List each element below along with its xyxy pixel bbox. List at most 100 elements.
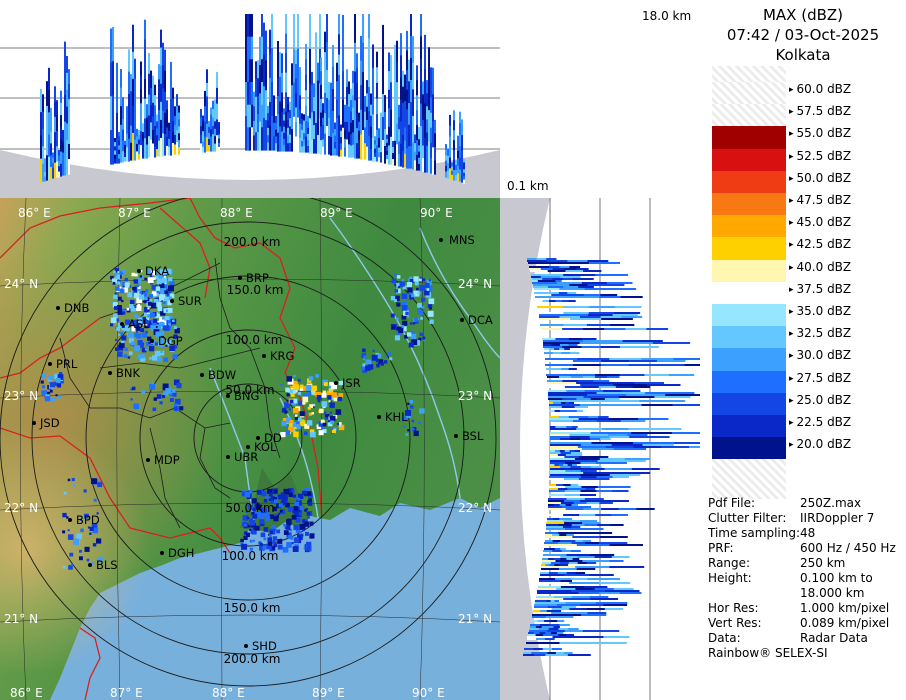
echo-pixel: [398, 327, 404, 334]
profile-echo: [293, 48, 295, 84]
profile-echo: [588, 574, 614, 576]
profile-echo: [162, 88, 164, 112]
profile-echo: [564, 348, 570, 350]
profile-echo: [549, 402, 554, 404]
profile-echo: [166, 100, 168, 110]
profile-echo: [644, 374, 670, 376]
legend-swatch: [712, 437, 786, 460]
profile-echo: [257, 132, 259, 151]
range-ring: [85, 275, 411, 601]
profile-echo: [263, 86, 265, 119]
profile-echo: [532, 616, 547, 618]
profile-echo: [404, 74, 406, 89]
profile-echo: [568, 300, 576, 302]
profile-echo: [605, 446, 634, 448]
profile-echo: [356, 68, 358, 84]
profile-echo: [285, 14, 287, 35]
profile-echo: [214, 99, 216, 108]
profile-echo: [536, 300, 544, 302]
echo-pixel: [150, 312, 156, 318]
profile-echo: [547, 626, 555, 628]
echo-pixel: [291, 514, 297, 520]
range-label: 100.0 km: [222, 549, 279, 563]
city-label: MDP: [154, 453, 180, 467]
echo-pixel: [259, 544, 265, 551]
echo-pixel: [427, 310, 434, 317]
echo-pixel: [145, 341, 151, 347]
profile-echo: [600, 346, 621, 348]
profile-echo: [255, 79, 257, 98]
echo-pixel: [289, 399, 294, 404]
profile-echo: [245, 116, 247, 151]
echo-pixel: [405, 311, 409, 316]
echo-pixel: [265, 495, 269, 499]
profile-echo: [301, 118, 303, 125]
echo-pixel: [155, 286, 161, 291]
echo-pixel: [410, 322, 412, 325]
profile-echo: [328, 136, 330, 155]
echo-pixel: [165, 344, 168, 347]
profile-echo: [398, 129, 400, 143]
profile-echo: [406, 70, 408, 91]
profile-echo: [596, 490, 613, 492]
profile-echo: [334, 142, 336, 150]
echo-pixel: [96, 538, 102, 544]
right-earth-curve: [500, 198, 550, 700]
profile-echo: [552, 278, 564, 280]
profile-echo: [598, 386, 617, 388]
range-label: 50.0 km: [225, 501, 274, 515]
profile-echo: [62, 163, 64, 176]
bottom-height-label: 0.1 km: [507, 179, 549, 193]
profile-echo: [459, 134, 461, 147]
profile-echo: [202, 131, 204, 137]
legend-swatch: [712, 104, 786, 127]
echo-pixel: [410, 333, 417, 340]
city-dot: [88, 563, 92, 567]
profile-echo: [447, 163, 449, 172]
profile-echo: [332, 111, 334, 134]
echo-pixel: [284, 410, 288, 414]
profile-echo: [114, 158, 116, 164]
profile-echo: [581, 448, 615, 450]
profile-echo: [307, 115, 309, 123]
profile-echo: [206, 123, 208, 138]
echo-pixel: [249, 528, 252, 531]
profile-echo: [528, 262, 560, 264]
echo-pixel: [421, 297, 426, 302]
profile-echo: [269, 101, 271, 127]
profile-echo: [322, 139, 324, 148]
profile-echo: [560, 580, 572, 582]
info-value: 0.089 km/pixel: [800, 616, 890, 630]
profile-echo: [402, 118, 404, 136]
profile-echo: [160, 83, 162, 103]
profile-echo: [554, 410, 561, 412]
echo-pixel: [298, 512, 303, 516]
profile-echo: [210, 107, 212, 116]
profile-echo: [348, 144, 350, 158]
profile-echo: [420, 148, 422, 172]
echo-pixel: [292, 510, 295, 514]
profile-echo: [566, 558, 574, 560]
profile-echo: [152, 89, 154, 104]
profile-echo: [426, 93, 428, 107]
profile-echo: [152, 116, 154, 131]
echo-pixel: [298, 493, 304, 499]
profile-echo: [463, 162, 465, 167]
profile-echo: [539, 578, 556, 580]
profile-echo: [212, 117, 214, 127]
echo-pixel: [117, 309, 124, 315]
profile-echo: [283, 132, 285, 140]
profile-echo: [563, 324, 588, 326]
profile-echo: [589, 436, 611, 438]
profile-echo: [249, 14, 251, 38]
echo-pixel: [159, 296, 165, 302]
profile-echo: [382, 140, 384, 164]
profile-echo: [590, 398, 606, 400]
profile-echo: [255, 132, 257, 151]
echo-pixel: [159, 331, 164, 336]
profile-echo: [595, 274, 629, 276]
echo-pixel: [130, 299, 135, 305]
datetime: 07:42 / 03-Oct-2025: [726, 26, 880, 44]
profile-echo: [563, 286, 579, 288]
echo-pixel: [136, 278, 142, 283]
